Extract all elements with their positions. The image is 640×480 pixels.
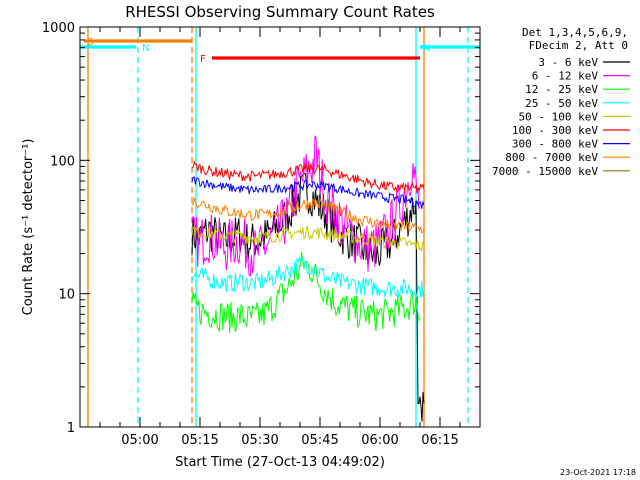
y-axis-label: Count Rate (s⁻¹ detector⁻¹)	[21, 139, 36, 316]
y-tick-label: 1000	[42, 21, 75, 36]
legend-label: 300 - 800 keV	[512, 138, 598, 151]
legend-label: 100 - 300 keV	[512, 124, 598, 137]
x-tick-label: 06:00	[361, 433, 398, 448]
series-line	[191, 176, 425, 209]
x-tick-label: 05:30	[241, 433, 278, 448]
legend-label: 50 - 100 keV	[519, 110, 599, 123]
x-tick-label: 05:00	[121, 433, 158, 448]
y-tick-label: 1	[67, 421, 75, 436]
series-line	[191, 172, 425, 422]
series-line	[191, 225, 425, 252]
series-line	[191, 135, 421, 277]
flag-label-n: N	[142, 43, 149, 54]
chart-title: RHESSI Observing Summary Count Rates	[125, 3, 435, 21]
y-tick-label: 10	[58, 288, 75, 303]
legend-label: 25 - 50 keV	[525, 97, 598, 110]
x-axis-label: Start Time (27-Oct-13 04:49:02)	[175, 455, 385, 470]
axes: 1 10 100 1000 05:00 05:15 05:30 05:45 06:00 06:15	[42, 21, 481, 448]
legend: Det 1,3,4,5,6,9,FDecim 2, Att 0 3 - 6 keV…	[492, 26, 630, 178]
legend-label: 6 - 12 keV	[532, 70, 599, 83]
flag-label-f: F	[200, 54, 206, 65]
legend-label: 12 - 25 keV	[525, 83, 598, 96]
legend-label: 800 - 7000 keV	[505, 151, 598, 164]
plot-area: S N N F	[80, 27, 480, 427]
flag-label-s: S	[87, 37, 93, 48]
x-tick-label: 05:15	[181, 433, 218, 448]
flag-label-n: N	[423, 43, 430, 54]
legend-label: 3 - 6 keV	[538, 56, 598, 69]
legend-header: FDecim 2, Att 0	[529, 39, 628, 52]
y-tick-label: 100	[50, 154, 75, 169]
series-line	[191, 160, 425, 193]
footer-date: 23-Oct-2021 17:18	[560, 468, 636, 477]
x-tick-label: 06:15	[421, 433, 458, 448]
legend-header: Det 1,3,4,5,6,9,	[522, 26, 628, 39]
x-tick-label: 05:45	[301, 433, 338, 448]
series-line	[191, 256, 425, 301]
legend-label: 7000 - 15000 keV	[492, 165, 598, 178]
series-line	[191, 197, 425, 234]
